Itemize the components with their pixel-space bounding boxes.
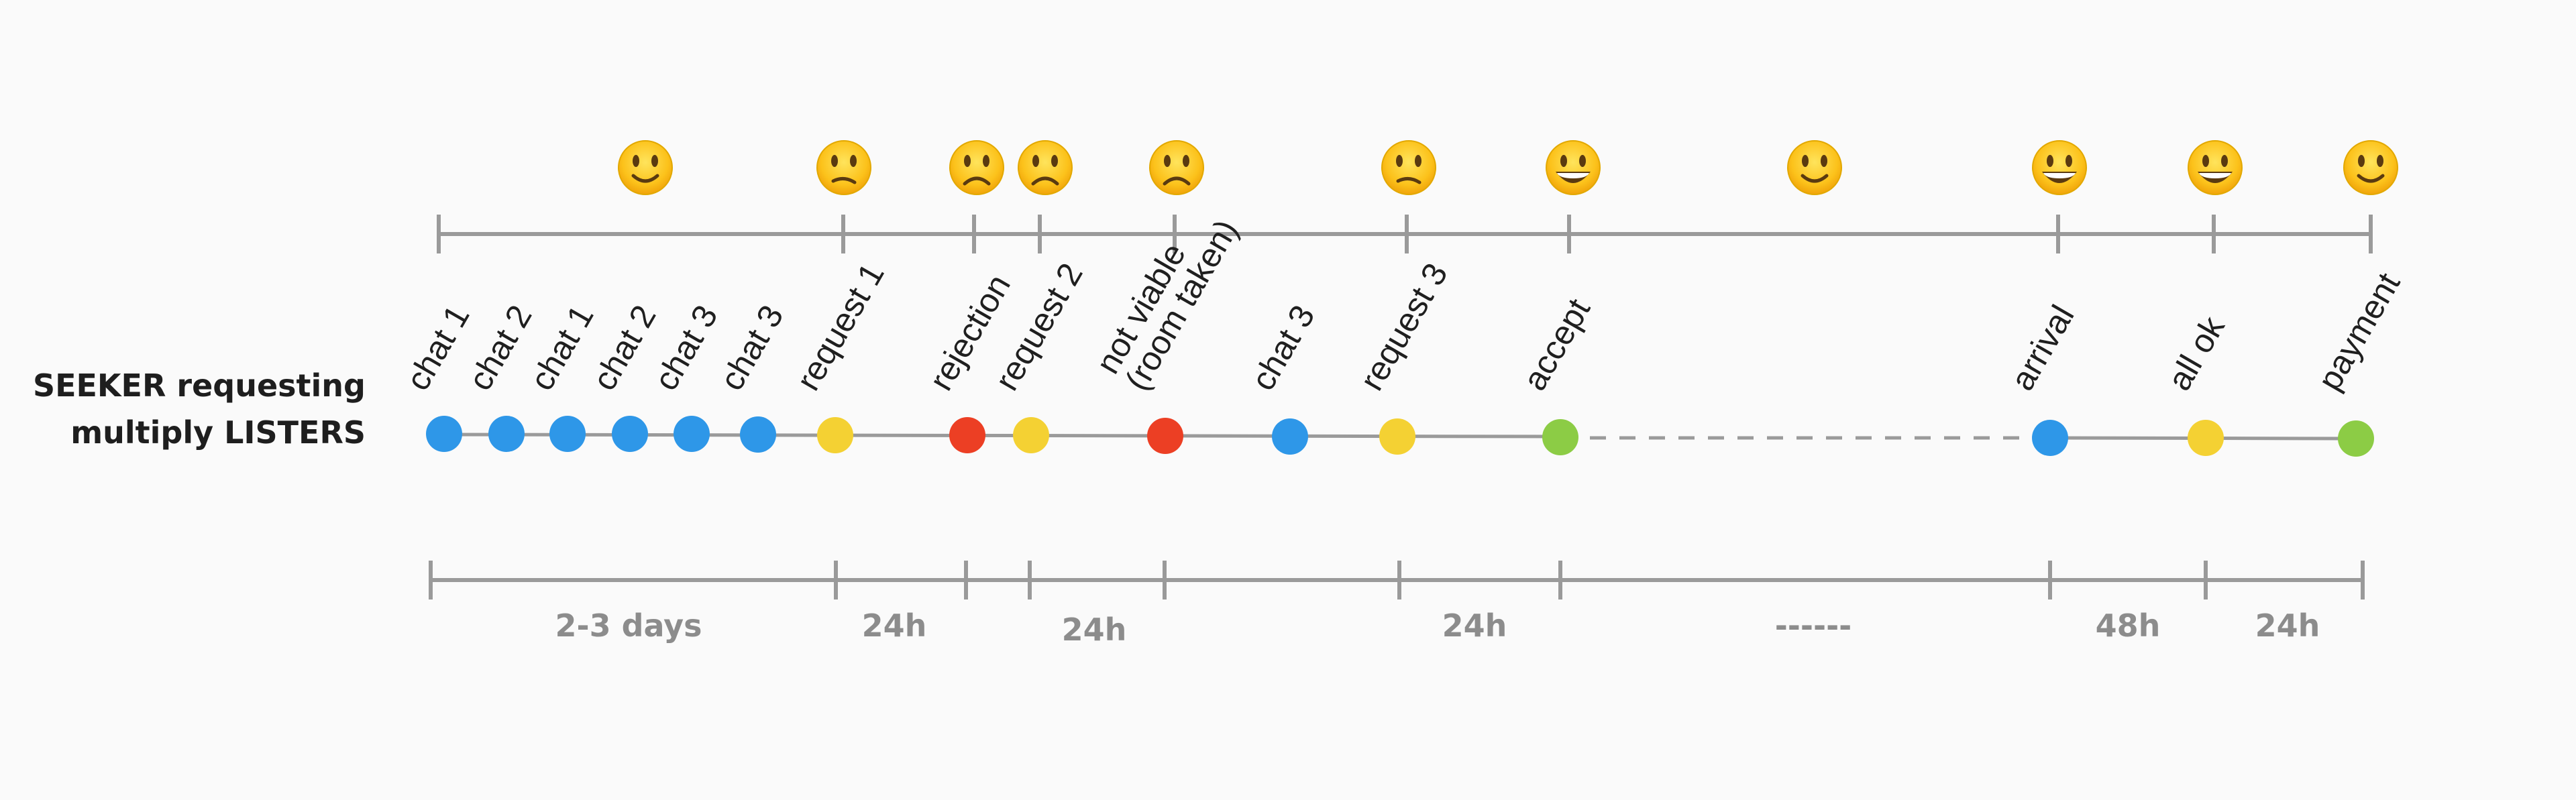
confused-face-icon [816,140,871,195]
duration-label: 24h [861,608,927,644]
slightly-frowning-face-icon [949,140,1004,195]
event-dot-red [1147,418,1183,454]
event-dot-yellow [1013,417,1049,453]
slightly-smiling-face-icon [2343,140,2398,195]
event-dot-yellow [1379,418,1415,455]
duration-label: 2-3 days [555,608,702,644]
event-dot-blue [1272,418,1308,455]
event-dot-yellow [2188,420,2224,456]
slightly-frowning-face-icon [1149,140,1204,195]
mood-axis [437,215,2373,253]
slightly-smiling-face-icon [1787,140,1842,195]
event-dot-green [1542,419,1578,455]
row-title-line-1: SEEKER requesting [32,367,366,404]
duration-label: 24h [2255,608,2320,644]
event-dot-blue [612,416,648,452]
event-dot-green [2338,420,2374,457]
event-dots [426,416,2374,457]
event-dot-blue [426,416,462,452]
grinning-face-icon [2032,140,2087,195]
event-dot-red [949,417,985,453]
event-dot-blue [674,416,710,452]
mood-faces [618,140,2398,195]
duration-axis [429,561,2365,599]
event-dot-yellow [817,417,853,453]
duration-label: 48h [2095,608,2161,644]
event-dot-blue [740,416,776,453]
event-dot-blue [488,416,525,452]
slightly-smiling-face-icon [618,140,673,195]
row-title: SEEKER requesting multiply LISTERS [0,367,366,461]
event-dot-blue [549,416,586,452]
grinning-face-icon [1546,140,1601,195]
row-title-line-2: multiply LISTERS [70,414,366,451]
event-dot-blue [2032,420,2068,456]
confused-face-icon [1381,140,1436,195]
slightly-frowning-face-icon [1018,140,1073,195]
grinning-face-icon [2188,140,2243,195]
duration-label: 24h [1061,612,1127,648]
duration-label: 24h [1442,608,1507,644]
duration-label: ------ [1774,608,1852,644]
